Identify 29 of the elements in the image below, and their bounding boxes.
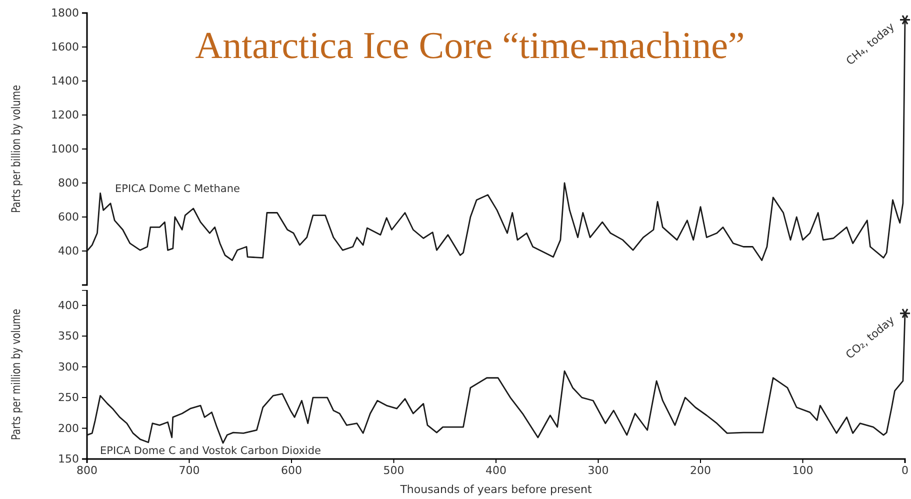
y-tick-label: 400: [58, 298, 79, 312]
x-tick-label: 0: [902, 464, 908, 477]
x-axis-title: Thousands of years before present: [399, 483, 592, 496]
x-tick-label: 500: [383, 464, 404, 477]
x-tick-label: 100: [792, 464, 814, 477]
y-tick-label: 1000: [51, 142, 79, 156]
y-tick-label: 1200: [51, 108, 79, 122]
series-label: EPICA Dome C Methane: [115, 183, 240, 195]
y-tick-label: 1800: [51, 6, 79, 20]
x-tick-label: 400: [486, 464, 506, 477]
y-tick-label: 600: [58, 210, 79, 224]
x-tick-label: 700: [178, 464, 200, 477]
x-tick-label: 600: [281, 464, 302, 477]
chart-title: Antarctica Ice Core “time-machine”: [195, 25, 745, 67]
y-tick-label: 150: [58, 452, 79, 466]
x-tick-label: 800: [76, 464, 98, 477]
y-axis-title: Parts per million by volume: [8, 308, 24, 440]
y-tick-label: 800: [58, 176, 79, 190]
y-tick-label: 400: [58, 244, 79, 258]
y-tick-label: 250: [58, 391, 79, 404]
y-axis-title: Parts per billion by volume: [8, 84, 24, 214]
y-tick-label: 300: [58, 360, 79, 374]
y-tick-label: 1400: [51, 74, 79, 88]
y-tick-label: 350: [58, 330, 79, 343]
y-tick-label: 200: [58, 422, 79, 435]
y-tick-label: 1600: [51, 40, 79, 54]
x-tick-label: 300: [588, 464, 609, 477]
series-label: EPICA Dome C and Vostok Carbon Dioxide: [100, 445, 321, 457]
x-tick-label: 200: [690, 464, 711, 477]
